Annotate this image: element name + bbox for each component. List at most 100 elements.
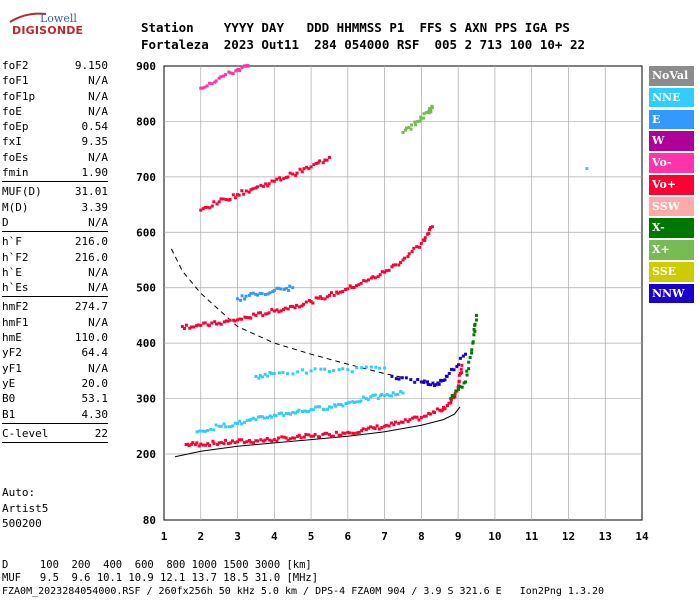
lowell-digisonde-logo: Lowell DIGISONDE — [6, 10, 83, 40]
data-point — [407, 125, 411, 129]
data-point — [254, 313, 258, 317]
data-point — [391, 263, 395, 267]
data-point — [251, 291, 255, 295]
data-point — [427, 231, 431, 235]
data-point — [254, 439, 258, 443]
distance-row: D 100 200 400 600 800 1000 1500 3000 [km… — [2, 559, 312, 571]
param-row: yE 20.0 — [2, 376, 108, 391]
param-separator — [2, 181, 108, 183]
data-point — [424, 414, 428, 418]
data-point — [380, 392, 384, 396]
data-point — [399, 390, 403, 394]
data-point — [362, 279, 366, 283]
data-point — [228, 318, 232, 322]
data-point — [380, 426, 384, 430]
data-point — [378, 273, 382, 277]
data-point — [472, 333, 476, 337]
data-point — [221, 197, 225, 201]
data-point — [443, 407, 447, 411]
data-point — [205, 84, 209, 88]
data-point — [394, 377, 398, 381]
param-row: yF2 64.4 — [2, 345, 108, 360]
data-point — [224, 198, 228, 202]
data-point — [327, 370, 331, 374]
legend-item: SSW — [649, 196, 694, 217]
param-row: foEs N/A — [2, 150, 108, 165]
data-point — [272, 309, 276, 313]
data-point — [384, 269, 388, 273]
data-point — [383, 394, 387, 398]
data-point — [222, 442, 226, 446]
data-point — [454, 389, 458, 393]
data-point — [417, 245, 421, 249]
data-point — [226, 442, 230, 446]
y-tick-label: 900 — [136, 60, 156, 73]
data-point — [468, 355, 472, 359]
data-point — [452, 368, 456, 372]
data-point — [426, 380, 430, 384]
data-point — [231, 193, 235, 197]
data-point — [229, 71, 233, 75]
data-point — [298, 167, 302, 171]
param-value: N/A — [88, 104, 108, 118]
data-point — [318, 405, 322, 409]
data-point — [242, 420, 246, 424]
data-point — [429, 412, 433, 416]
data-point — [283, 306, 287, 310]
data-point — [400, 376, 404, 380]
data-point — [261, 184, 265, 188]
data-point — [364, 365, 368, 369]
x-tick-label: 6 — [345, 530, 352, 543]
data-point — [265, 374, 269, 378]
data-point — [376, 397, 380, 401]
param-row: h`Es N/A — [2, 280, 108, 295]
data-point — [206, 442, 210, 446]
legend-item: NNW — [649, 283, 694, 304]
data-point — [237, 193, 241, 197]
y-tick-label: 700 — [136, 171, 156, 184]
data-point — [423, 238, 427, 242]
data-point — [249, 291, 253, 295]
data-point — [457, 379, 461, 383]
y-tick-label: 400 — [136, 337, 156, 350]
data-point — [263, 293, 267, 297]
data-point — [203, 429, 207, 433]
data-point — [410, 249, 414, 253]
param-row: h`E N/A — [2, 265, 108, 280]
data-point — [387, 424, 391, 428]
data-point — [459, 367, 463, 371]
data-point — [297, 408, 301, 412]
data-point — [366, 426, 370, 430]
data-point — [337, 368, 341, 372]
data-point — [316, 296, 320, 300]
data-point — [330, 405, 334, 409]
legend-item: Vo+ — [649, 174, 694, 195]
data-point — [296, 434, 300, 438]
data-point — [217, 321, 221, 325]
param-name: MUF(D) — [2, 185, 42, 199]
data-point — [403, 256, 407, 260]
param-value: 274.7 — [74, 300, 108, 314]
data-point — [219, 441, 223, 445]
data-point — [377, 427, 381, 431]
data-point — [291, 372, 295, 376]
data-point — [362, 395, 366, 399]
param-row: yF1 N/A — [2, 361, 108, 376]
data-point — [304, 433, 308, 437]
data-point — [431, 381, 435, 385]
data-point — [309, 369, 313, 373]
data-point — [441, 379, 445, 383]
data-point — [214, 79, 218, 83]
data-point — [219, 197, 223, 201]
data-point — [325, 158, 329, 162]
data-point — [280, 435, 284, 439]
data-point — [258, 291, 262, 295]
data-point — [450, 393, 454, 397]
x-tick-label: 1 — [161, 530, 168, 543]
param-row: hmE 110.0 — [2, 330, 108, 345]
data-point — [247, 293, 251, 297]
data-point — [336, 402, 340, 406]
data-point — [401, 391, 405, 395]
data-point — [291, 286, 295, 290]
